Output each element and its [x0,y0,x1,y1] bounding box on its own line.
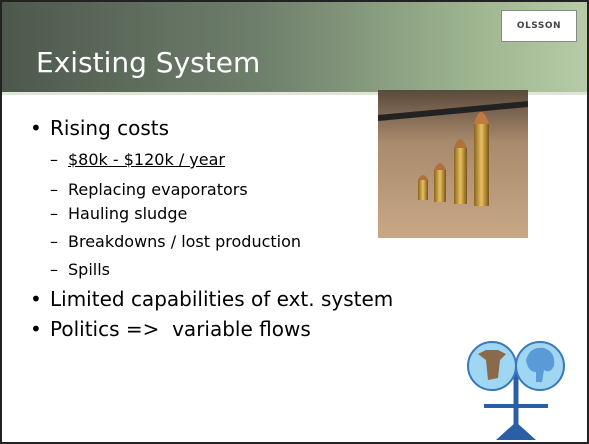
bullet-text: Rising costs [50,116,169,140]
sub-bullet: Hauling sludge [68,204,187,223]
header-band: Existing System OLSSON [2,2,587,92]
logo: OLSSON [501,10,577,42]
bullet-text: Politics => variable flows [50,317,311,341]
sub-bullet: Breakdowns / lost production [68,232,301,251]
sub-bullet: Spills [68,260,110,279]
sub-bullet: Replacing evaporators [68,180,248,199]
slide-title: Existing System [36,46,260,79]
bullet-text: Limited capabilities of ext. system [50,287,393,311]
sub-bullet: $80k - $120k / year [68,150,225,169]
scale-illustration [466,336,566,442]
slide: Existing System OLSSON Rising costs $80k… [0,0,589,444]
photo-cartridges [378,90,528,238]
